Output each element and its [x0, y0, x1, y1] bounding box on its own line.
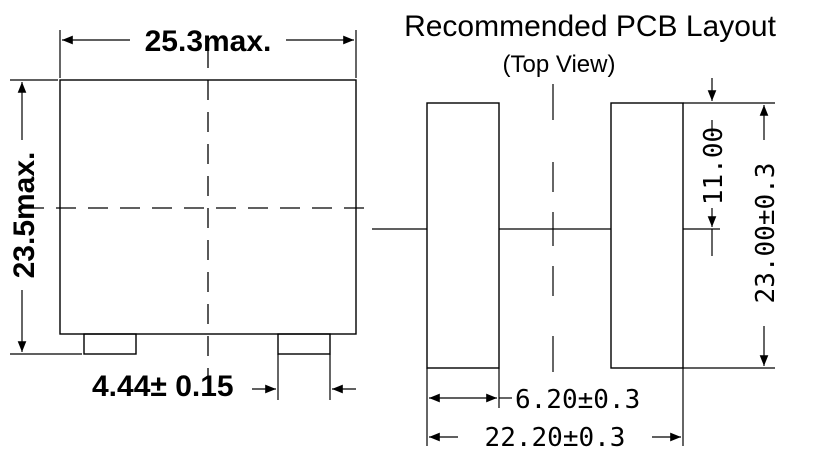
gap-label: 11.00 — [699, 127, 729, 205]
pad-dimension: 4.44± 0.15 — [92, 354, 356, 403]
pcb-centerlines — [372, 84, 700, 372]
layout-title: Recommended PCB Layout — [404, 10, 777, 43]
pcb-pad-left — [426, 102, 500, 369]
width-label: 25.3max. — [145, 25, 272, 58]
overall-width-dimension: 22.20±0.3 — [429, 368, 684, 453]
left-terminal — [83, 333, 137, 355]
pad-length-label: 23.00±0.3 — [751, 163, 781, 304]
pad-length-dimension: 23.00±0.3 — [683, 102, 781, 369]
pad-width-label: 6.20±0.3 — [515, 385, 640, 415]
height-dimension: 23.5max. — [8, 79, 82, 355]
overall-width-label: 22.20±0.3 — [485, 423, 626, 453]
component-outline — [24, 48, 372, 378]
pad-width-dimension: 6.20±0.3 — [426, 368, 640, 446]
right-terminal — [277, 333, 331, 355]
pcb-pads — [426, 102, 684, 369]
height-label: 23.5max. — [8, 152, 41, 279]
pad-label: 4.44± 0.15 — [92, 370, 234, 403]
width-dimension: 25.3max. — [59, 25, 357, 78]
gap-dimension: 11.00 — [683, 78, 729, 256]
pcb-pad-right — [610, 102, 684, 369]
layout-subtitle: (Top View) — [503, 51, 616, 78]
